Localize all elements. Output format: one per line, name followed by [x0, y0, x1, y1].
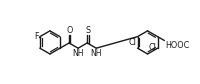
Text: HOOC: HOOC — [164, 41, 188, 50]
Text: F: F — [34, 32, 39, 41]
Text: NH: NH — [72, 49, 83, 58]
Text: S: S — [85, 26, 90, 35]
Text: O: O — [66, 26, 73, 35]
Text: Cl: Cl — [148, 43, 155, 52]
Text: Cl: Cl — [128, 38, 136, 47]
Text: NH: NH — [90, 49, 101, 58]
